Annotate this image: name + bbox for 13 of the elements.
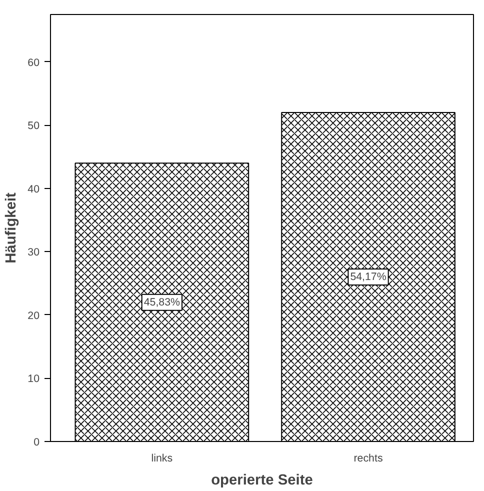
y-tick-label: 60	[28, 56, 40, 69]
y-tick-label: 40	[28, 183, 40, 196]
x-tick-label: rechts	[354, 452, 383, 464]
y-axis-title: Häufigkeit	[4, 192, 20, 264]
y-tick-label: 30	[28, 246, 40, 259]
x-tick-label: links	[151, 452, 173, 464]
y-tick-label: 50	[28, 120, 40, 132]
y-tick-label: 10	[28, 373, 40, 386]
x-axis-title: operierte Seite	[211, 472, 313, 488]
y-tick-label: 0	[34, 436, 40, 448]
annotation: 45,83%	[144, 296, 181, 308]
annotation: 54,17%	[350, 271, 387, 284]
y-tick-label: 20	[28, 310, 40, 322]
